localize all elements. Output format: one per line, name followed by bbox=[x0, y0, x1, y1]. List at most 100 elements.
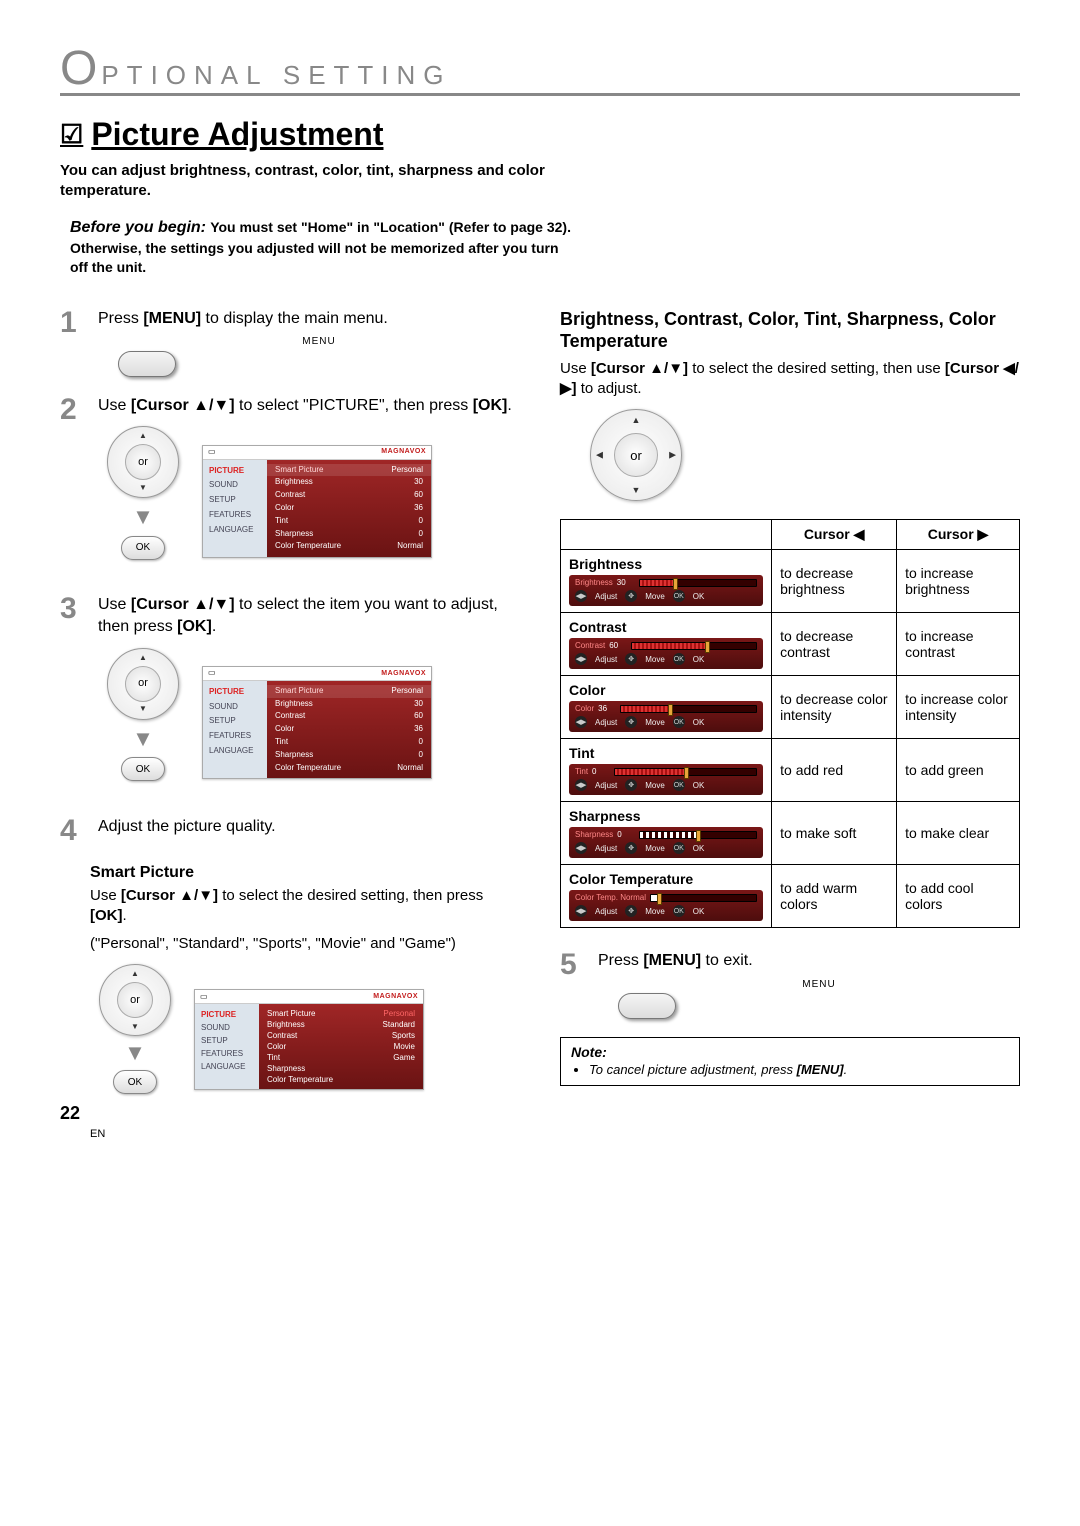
dpad-4way[interactable]: ▲ ▼ ◀ ▶ or bbox=[590, 409, 682, 501]
table-row: ColorColor36◀▶Adjust✥MoveOKOKto decrease… bbox=[561, 676, 1020, 739]
step-3: 3 Use [Cursor ▲/▼] to select the item yo… bbox=[60, 594, 520, 797]
effect-left: to add red bbox=[772, 739, 897, 802]
section-header-first-letter: O bbox=[60, 50, 99, 88]
osd-sidebar-item: SETUP bbox=[203, 493, 267, 508]
ok-icon: OK bbox=[673, 653, 685, 665]
table-head-cursor-right: Cursor ▶ bbox=[897, 520, 1020, 550]
note-box: Note: To cancel picture adjustment, pres… bbox=[560, 1037, 1020, 1086]
move-icon: ✥ bbox=[625, 905, 637, 917]
ok-button[interactable]: OK bbox=[113, 1070, 157, 1094]
dpad-vertical[interactable]: ▲ ▼ or ▼ OK bbox=[98, 648, 188, 798]
table-row: SharpnessSharpness0◀▶Adjust✥MoveOKOKto m… bbox=[561, 802, 1020, 865]
adjust-icon: ◀▶ bbox=[575, 653, 587, 665]
ok-button[interactable]: OK bbox=[121, 536, 165, 560]
setting-cell: SharpnessSharpness0◀▶Adjust✥MoveOKOK bbox=[561, 802, 772, 865]
menu-button-label: MENU bbox=[118, 335, 520, 349]
table-row: ContrastContrast60◀▶Adjust✥MoveOKOKto de… bbox=[561, 613, 1020, 676]
step-4-text: Adjust the picture quality. bbox=[98, 818, 276, 835]
down-arrow-icon: ▼ bbox=[632, 485, 641, 495]
setting-label: Tint bbox=[569, 745, 763, 761]
osd-row: Sharpness0 bbox=[267, 749, 431, 762]
effect-left: to add warm colors bbox=[772, 865, 897, 928]
osd-tv-icon: ▭ bbox=[200, 992, 208, 1001]
step-2-text: Use [Cursor ▲/▼] to select "PICTURE", th… bbox=[98, 397, 512, 414]
step-num-2: 2 bbox=[60, 395, 88, 577]
table-row: Color TemperatureColor Temp. Normal◀▶Adj… bbox=[561, 865, 1020, 928]
menu-button[interactable] bbox=[118, 351, 176, 377]
ok-icon: OK bbox=[673, 905, 685, 917]
effect-right: to add green bbox=[897, 739, 1020, 802]
osd-sidebar-item: SOUND bbox=[195, 1021, 259, 1034]
down-arrow-icon: ▼ bbox=[131, 1022, 139, 1031]
step-num-5: 5 bbox=[560, 950, 588, 1019]
osd-sidebar-item: FEATURES bbox=[203, 508, 267, 523]
before-you-begin: Before you begin: You must set "Home" in… bbox=[60, 218, 580, 278]
slider-box: Contrast60◀▶Adjust✥MoveOKOK bbox=[569, 638, 763, 669]
osd-row: Smart PicturePersonal bbox=[259, 1008, 423, 1019]
osd-row: Color TemperatureNormal bbox=[267, 762, 431, 775]
osd-sidebar-item: FEATURES bbox=[203, 729, 267, 744]
setting-cell: Tint Tint0◀▶Adjust✥MoveOKOK bbox=[561, 739, 772, 802]
osd-row: Color36 bbox=[267, 502, 431, 515]
effect-left: to decrease brightness bbox=[772, 550, 897, 613]
osd-picture-screenshot: ▭MAGNAVOX PICTURESOUNDSETUPFEATURESLANGU… bbox=[202, 445, 432, 559]
setting-cell: ContrastContrast60◀▶Adjust✥MoveOKOK bbox=[561, 613, 772, 676]
setting-cell: ColorColor36◀▶Adjust✥MoveOKOK bbox=[561, 676, 772, 739]
osd-item-screenshot: ▭MAGNAVOX PICTURESOUNDSETUPFEATURESLANGU… bbox=[202, 666, 432, 780]
osd-sidebar-item: PICTURE bbox=[195, 1008, 259, 1021]
page-lang: EN bbox=[90, 1128, 105, 1140]
osd-sidebar-item: SOUND bbox=[203, 700, 267, 715]
slider-box: Tint0◀▶Adjust✥MoveOKOK bbox=[569, 764, 763, 795]
page-number: 22 bbox=[60, 1103, 80, 1124]
osd-sidebar-item: SETUP bbox=[195, 1034, 259, 1047]
adjustments-heading: Brightness, Contrast, Color, Tint, Sharp… bbox=[560, 308, 1020, 353]
intro-text: You can adjust brightness, contrast, col… bbox=[60, 161, 580, 200]
dpad-or-label: or bbox=[125, 666, 161, 702]
step-1: 1 Press [MENU] to display the main menu.… bbox=[60, 308, 520, 377]
slider-box: Brightness30◀▶Adjust✥MoveOKOK bbox=[569, 575, 763, 606]
dpad-or-label: or bbox=[614, 433, 658, 477]
smart-picture-text: Use [Cursor ▲/▼] to select the desired s… bbox=[90, 886, 520, 927]
setting-cell: BrightnessBrightness30◀▶Adjust✥MoveOKOK bbox=[561, 550, 772, 613]
osd-row: Smart PicturePersonal bbox=[267, 685, 431, 698]
flow-down-arrow-icon: ▼ bbox=[132, 502, 154, 532]
osd-tv-icon: ▭ bbox=[208, 668, 216, 679]
osd-row: Color Temperature bbox=[259, 1074, 423, 1085]
smart-picture-list: ("Personal", "Standard", "Sports", "Movi… bbox=[90, 934, 520, 954]
menu-button-label: MENU bbox=[618, 978, 1020, 992]
osd-sidebar-item: PICTURE bbox=[203, 464, 267, 479]
check-icon: ☑ bbox=[60, 119, 83, 150]
effect-right: to increase color intensity bbox=[897, 676, 1020, 739]
right-column: Brightness, Contrast, Color, Tint, Sharp… bbox=[560, 308, 1020, 1115]
ok-button[interactable]: OK bbox=[121, 757, 165, 781]
ok-icon: OK bbox=[673, 779, 685, 791]
dpad-vertical[interactable]: ▲ ▼ or ▼ OK bbox=[90, 964, 180, 1114]
osd-smart-picture-screenshot: ▭MAGNAVOX PICTURESOUNDSETUPFEATURESLANGU… bbox=[194, 989, 424, 1090]
osd-brand: MAGNAVOX bbox=[381, 669, 426, 678]
step-1-text: Press [MENU] to display the main menu. bbox=[98, 310, 388, 327]
menu-button[interactable] bbox=[618, 993, 676, 1019]
setting-label: Color Temperature bbox=[569, 871, 763, 887]
step-5: 5 Press [MENU] to exit. MENU bbox=[560, 950, 1020, 1019]
step-4: 4 Adjust the picture quality. bbox=[60, 816, 520, 846]
adjustment-table: Cursor ◀ Cursor ▶ BrightnessBrightness30… bbox=[560, 519, 1020, 928]
table-row: Tint Tint0◀▶Adjust✥MoveOKOK to add redto a… bbox=[561, 739, 1020, 802]
osd-row: BrightnessStandard bbox=[259, 1019, 423, 1030]
page-title: ☑ Picture Adjustment bbox=[60, 116, 1020, 153]
page-title-text: Picture Adjustment bbox=[91, 116, 383, 153]
move-icon: ✥ bbox=[625, 590, 637, 602]
osd-row: Brightness30 bbox=[267, 476, 431, 489]
osd-row: Tint0 bbox=[267, 515, 431, 528]
before-you-begin-label: Before you begin: bbox=[70, 219, 206, 236]
dpad-or-label: or bbox=[117, 982, 153, 1018]
move-icon: ✥ bbox=[625, 842, 637, 854]
osd-row: Contrast60 bbox=[267, 710, 431, 723]
effect-left: to decrease color intensity bbox=[772, 676, 897, 739]
dpad-vertical[interactable]: ▲ ▼ or ▼ OK bbox=[98, 426, 188, 576]
effect-left: to decrease contrast bbox=[772, 613, 897, 676]
down-arrow-icon: ▼ bbox=[139, 704, 147, 715]
table-row: BrightnessBrightness30◀▶Adjust✥MoveOKOKt… bbox=[561, 550, 1020, 613]
left-column: 1 Press [MENU] to display the main menu.… bbox=[60, 308, 520, 1115]
adjustments-text: Use [Cursor ▲/▼] to select the desired s… bbox=[560, 359, 1020, 400]
move-icon: ✥ bbox=[625, 716, 637, 728]
